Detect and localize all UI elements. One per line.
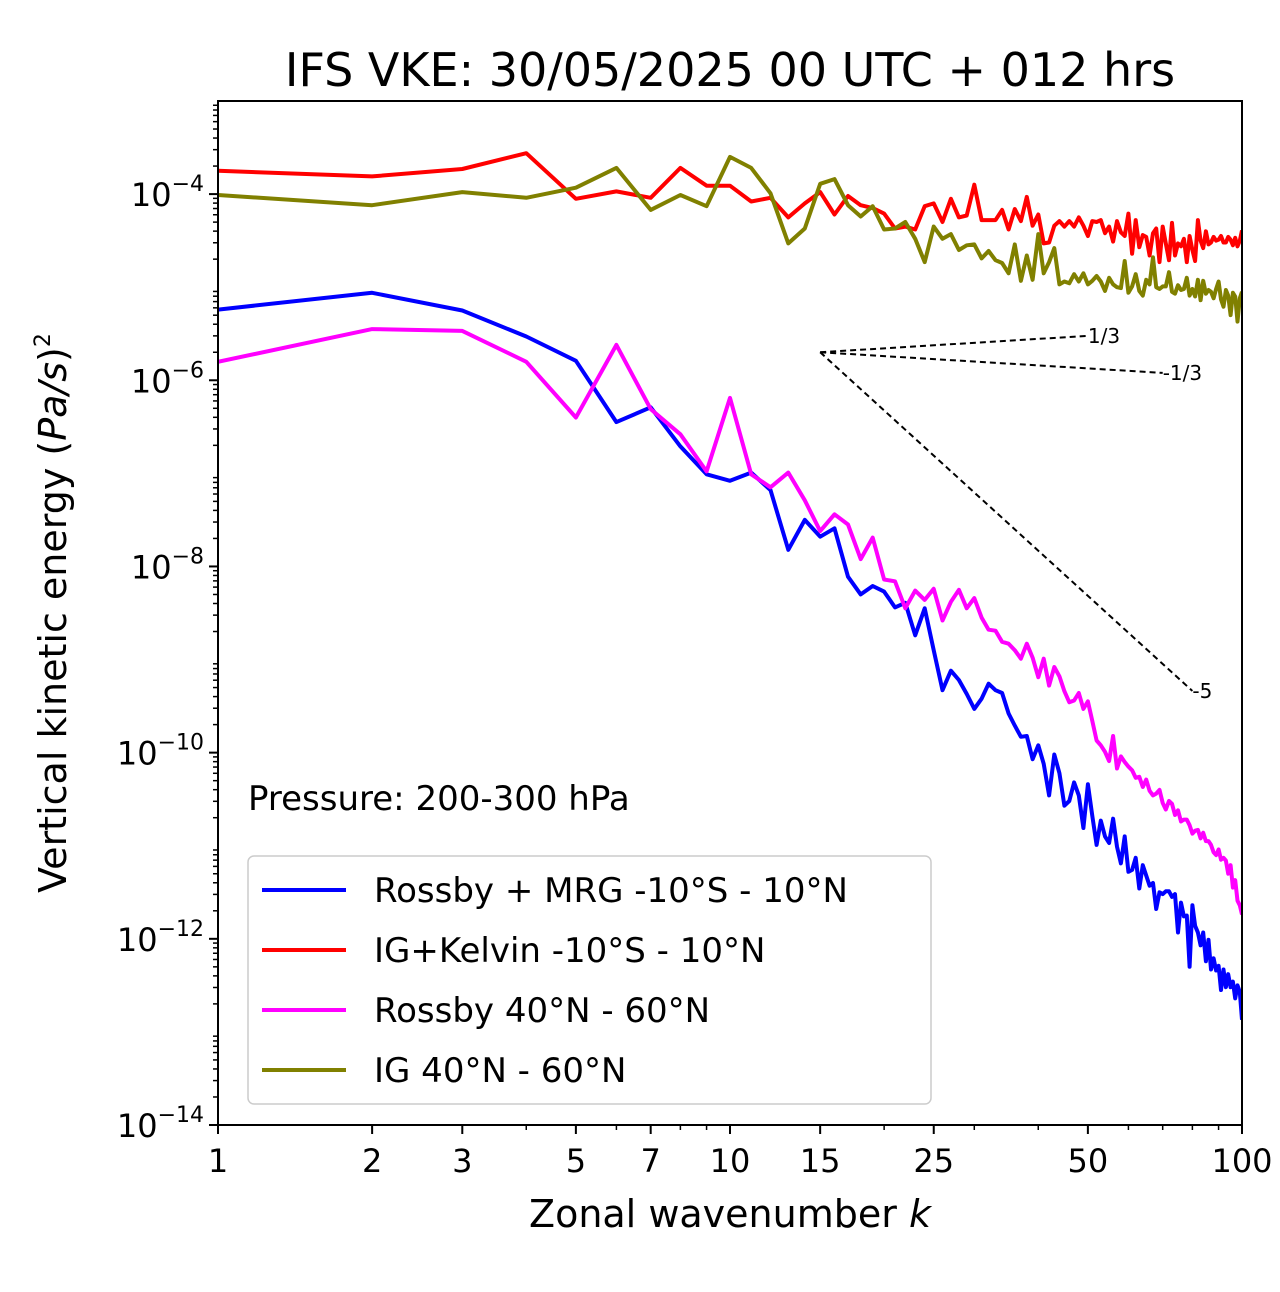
reference-slope-line-0 [820, 334, 1088, 354]
legend-label-0: Rossby + MRG -10°S - 10°N [374, 871, 848, 911]
y-tick-label: 10−12 [117, 917, 204, 959]
x-axis-label: Zonal wavenumber k [529, 1192, 933, 1236]
y-axis-label: Vertical kinetic energy (Pa/s)2 [31, 333, 75, 893]
reference-slope-label-2: -5 [1192, 679, 1212, 703]
y-tick-label: 10−8 [131, 544, 204, 586]
reference-slope-label-0: 1/3 [1088, 324, 1120, 348]
y-tick-label: 10−6 [131, 358, 204, 400]
reference-slope-line-1 [820, 351, 1163, 374]
chart-title: IFS VKE: 30/05/2025 00 UTC + 012 hrs [285, 43, 1175, 97]
x-tick-label: 10 [710, 1142, 751, 1180]
series-line-1 [218, 151, 1242, 265]
legend-label-3: IG 40°N - 60°N [374, 1051, 626, 1091]
series-line-2 [218, 327, 1242, 916]
legend: Rossby + MRG -10°S - 10°N IG+Kelvin -10°S… [247, 855, 932, 1105]
legend-label-2: Rossby 40°N - 60°N [374, 991, 710, 1031]
x-tick-label: 7 [641, 1142, 661, 1180]
x-tick-label: 3 [452, 1142, 472, 1180]
y-axis-ticks: 10−14 10−12 10−10 10−8 10−6 10−4 [117, 104, 218, 1145]
legend-label-1: IG+Kelvin -10°S - 10°N [374, 931, 765, 971]
reference-slope-line-2 [819, 351, 1194, 692]
x-axis-ticks: 1 2 3 5 7 10 15 25 50 100 [208, 1125, 1273, 1180]
pressure-annotation: Pressure: 200-300 hPa [248, 779, 630, 819]
series-layer [218, 151, 1242, 1020]
legend-box [247, 855, 932, 1105]
reference-slopes: 1/3 -1/3 -5 [819, 324, 1212, 703]
x-tick-label: 2 [362, 1142, 382, 1180]
x-tick-label: 5 [566, 1142, 586, 1180]
x-tick-label: 50 [1068, 1142, 1109, 1180]
reference-slope-label-1: -1/3 [1163, 361, 1202, 385]
x-tick-label: 15 [800, 1142, 841, 1180]
y-tick-label: 10−14 [117, 1103, 204, 1145]
y-tick-label: 10−4 [131, 172, 204, 214]
x-tick-label: 25 [913, 1142, 954, 1180]
x-tick-label: 1 [208, 1142, 228, 1180]
series-line-0 [218, 290, 1242, 1020]
x-tick-label: 100 [1211, 1142, 1272, 1180]
series-line-3 [218, 154, 1242, 324]
y-tick-label: 10−10 [117, 731, 204, 773]
plot-frame [217, 100, 1243, 1126]
